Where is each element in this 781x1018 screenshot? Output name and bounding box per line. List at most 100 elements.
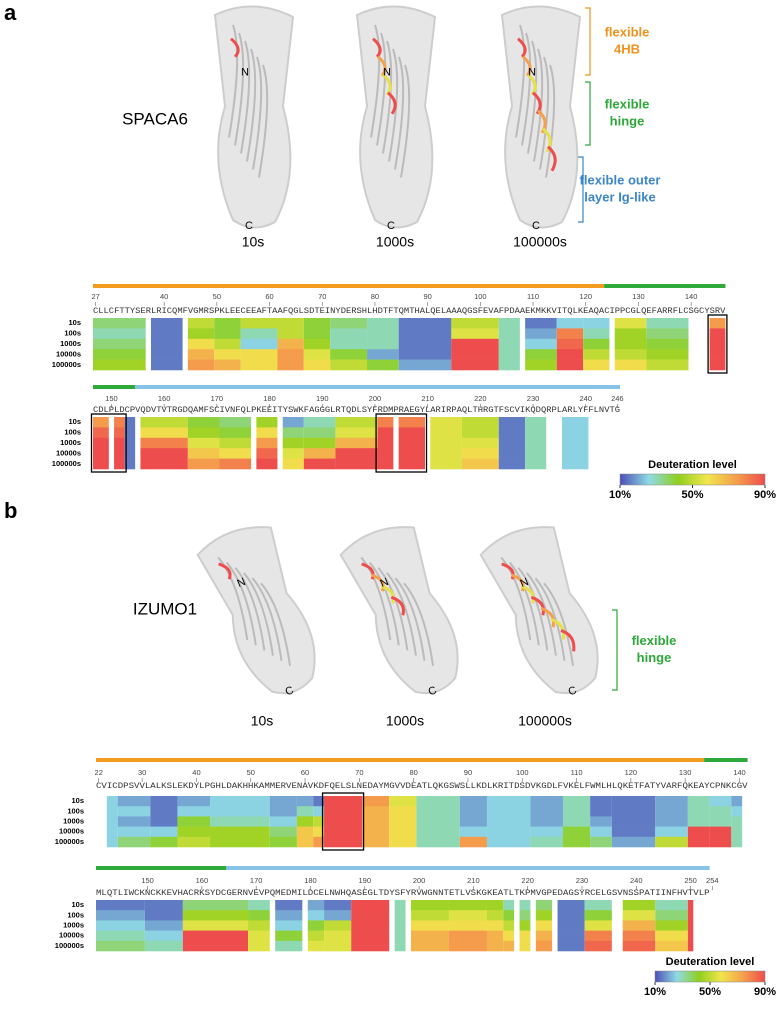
heatmap-cell [562, 836, 591, 848]
row-label: 10000s [59, 827, 84, 836]
sequence: CLLCFTTYSERLRICQMFVGMRSPKLEECEEAFTAAFQGL… [93, 307, 726, 316]
residue-number: 70 [318, 292, 326, 301]
terminus-label: C [245, 220, 253, 232]
heatmap-cell [124, 437, 136, 449]
terminus-label: C [532, 220, 540, 232]
structure-highlight [550, 618, 566, 640]
heatmap-cell [93, 437, 109, 449]
residue-number: 50 [213, 292, 221, 301]
heatmap-cell [486, 796, 531, 807]
bracket [585, 7, 591, 76]
residue-number: 200 [413, 876, 426, 885]
residue-number: 60 [301, 768, 309, 777]
structure-ribbon [394, 577, 426, 661]
structure-ribbon [243, 572, 274, 656]
structure-ribbon [388, 48, 399, 162]
heatmap-cell [398, 359, 452, 371]
heatmap-cell [275, 910, 303, 921]
residue-number: 254 [706, 876, 719, 885]
heatmap-cell [709, 816, 732, 827]
heatmap-cell [93, 427, 109, 439]
residue-number: 246 [611, 394, 624, 403]
residue-number: 220 [474, 394, 487, 403]
structure-ribbon [400, 64, 411, 178]
heatmap-cell [503, 940, 515, 952]
residue-number: 180 [304, 876, 317, 885]
structure-ribbon [386, 572, 417, 656]
row-label: 1000s [63, 816, 84, 825]
terminus-label: N [241, 66, 249, 78]
heatmap-cell [177, 836, 211, 848]
heatmap-cell [459, 836, 487, 848]
time-label: 10s [242, 234, 265, 250]
heatmap-cell [687, 920, 694, 931]
heatmap-cell [351, 920, 390, 931]
terminus-label: C [567, 684, 579, 698]
heatmap-cell [655, 940, 688, 952]
heatmap-cell [351, 940, 390, 952]
structure-ribbon [225, 561, 257, 646]
heatmap-cell [525, 437, 547, 449]
legend-title: Deuteration level [648, 459, 737, 471]
heatmap-cell [335, 427, 378, 439]
heatmap-cell [303, 359, 331, 371]
residue-number: 130 [632, 292, 645, 301]
heatmap-cell [583, 359, 610, 371]
heatmap-cell [590, 796, 612, 807]
heatmap-cell [362, 826, 390, 838]
structure-ribbon [228, 24, 239, 138]
heatmap-cell [248, 920, 270, 931]
heatmap-cell [351, 910, 390, 921]
structure-highlight [540, 606, 556, 628]
heatmap-cell [277, 328, 304, 340]
domain-bar [226, 866, 710, 870]
heatmap-cell [556, 328, 584, 340]
residue-number: 22 [95, 768, 103, 777]
heatmap-cell [277, 338, 304, 350]
heatmap-cell [498, 458, 526, 470]
heatmap-cell [398, 349, 452, 360]
heatmap-cell [525, 417, 547, 428]
heatmap-cell [335, 437, 378, 449]
heatmap-cell [687, 806, 710, 817]
structure-ribbon [252, 56, 263, 170]
heatmap-cell [611, 816, 656, 827]
heatmap-cell [106, 836, 118, 848]
heatmap-cell [275, 930, 303, 942]
heatmap-cell [655, 796, 688, 807]
heatmap-cell [303, 427, 336, 439]
heatmap-cell [519, 930, 531, 942]
heatmap-cell [584, 910, 612, 921]
structure-highlight [230, 37, 240, 58]
heatmap-cell [182, 900, 249, 911]
structure-ribbon [246, 48, 257, 162]
heatmap-cell [303, 338, 331, 350]
heatmap-cell [150, 349, 183, 360]
annotation: layer Ig-like [584, 189, 656, 204]
heatmap-cell [367, 338, 399, 350]
heatmap-cell [248, 940, 270, 952]
structure-ribbon [508, 561, 540, 646]
residue-number: 240 [630, 876, 643, 885]
heatmap-cell [461, 448, 499, 459]
heatmap-cell [307, 940, 325, 952]
heatmap-cell [282, 448, 304, 459]
structure-ribbon [234, 567, 266, 651]
heatmap-cell [324, 930, 352, 942]
heatmap-cell [182, 910, 249, 921]
heatmap-cell [557, 910, 585, 921]
heatmap-cell [362, 836, 390, 848]
heatmap-cell [324, 910, 352, 921]
residue-number: 50 [247, 768, 255, 777]
heatmap-cell [451, 318, 499, 329]
heatmap-cell [182, 940, 249, 952]
heatmap-cell [240, 328, 278, 340]
structure: NC [213, 5, 295, 232]
heatmap-cell [187, 318, 215, 329]
residue-number: 220 [521, 876, 534, 885]
heatmap-cell [655, 900, 688, 911]
structure-highlight [560, 629, 576, 652]
highlight-box [707, 314, 728, 374]
heatmap-cell [256, 427, 278, 439]
residue-number: 250 [684, 876, 697, 885]
